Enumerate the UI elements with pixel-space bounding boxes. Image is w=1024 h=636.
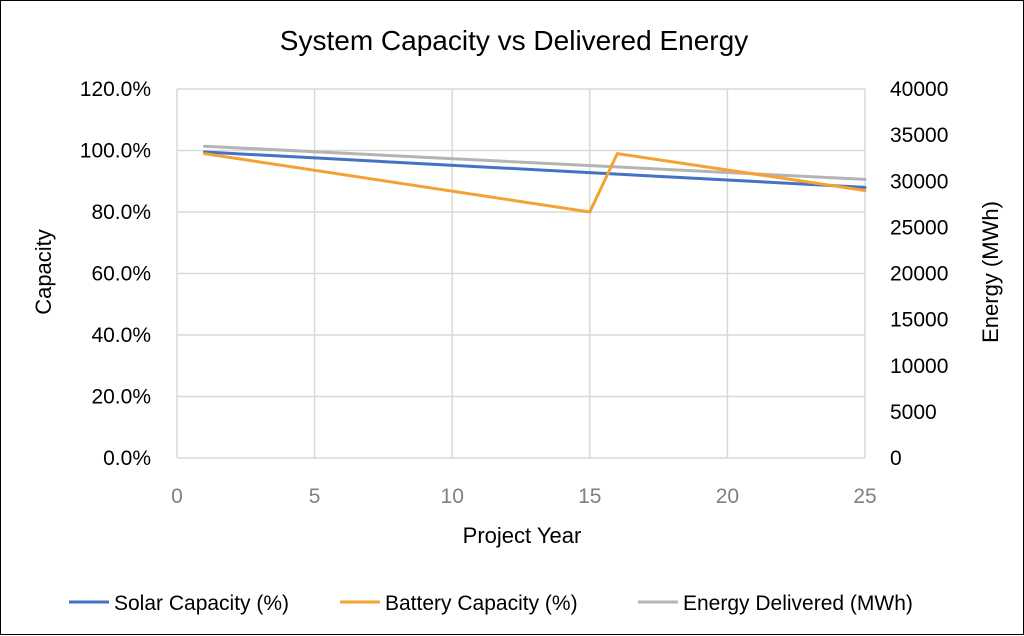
- legend-label: Energy Delivered (MWh): [683, 592, 913, 615]
- x-axis-title: Project Year: [463, 523, 582, 548]
- right-tick-label: 0: [890, 447, 902, 470]
- left-tick-label: 60.0%: [91, 263, 151, 286]
- series-lines: [203, 144, 867, 214]
- right-tick-label: 20000: [890, 263, 948, 286]
- x-tick-label: 20: [716, 485, 739, 508]
- legend-item: Battery Capacity (%): [340, 592, 578, 615]
- right-axis-ticks: 0 5000 10000 15000 20000 25000 30000 35000 40000: [890, 78, 948, 470]
- left-axis-ticks: 0.0% 20.0% 40.0% 60.0% 80.0% 100.0% 120.0%: [80, 78, 151, 470]
- right-tick-label: 15000: [890, 309, 948, 332]
- right-tick-label: 40000: [890, 78, 948, 101]
- legend-label: Solar Capacity (%): [114, 592, 289, 615]
- legend: Solar Capacity (%) Battery Capacity (%) En…: [69, 592, 913, 615]
- x-axis-ticks: 0 5 10 15 20 25: [171, 485, 877, 508]
- left-tick-label: 120.0%: [80, 78, 151, 101]
- right-tick-label: 25000: [890, 216, 948, 239]
- x-tick-label: 0: [171, 485, 183, 508]
- right-tick-label: 10000: [890, 355, 948, 378]
- chart-title: System Capacity vs Delivered Energy: [280, 25, 748, 56]
- legend-item: Energy Delivered (MWh): [638, 592, 913, 615]
- legend-item: Solar Capacity (%): [69, 592, 289, 615]
- x-tick-label: 10: [441, 485, 464, 508]
- x-tick-label: 5: [309, 485, 321, 508]
- left-tick-label: 0.0%: [103, 447, 151, 470]
- right-tick-label: 30000: [890, 170, 948, 193]
- right-tick-label: 35000: [890, 124, 948, 147]
- legend-label: Battery Capacity (%): [385, 592, 578, 615]
- right-axis-title: Energy (MWh): [978, 201, 1003, 343]
- right-tick-label: 5000: [890, 401, 937, 424]
- left-tick-label: 100.0%: [80, 140, 151, 163]
- left-tick-label: 80.0%: [91, 201, 151, 224]
- x-tick-label: 25: [853, 485, 876, 508]
- grid-lines: [176, 88, 866, 459]
- left-axis-title: Capacity: [31, 229, 56, 315]
- left-tick-label: 20.0%: [91, 386, 151, 409]
- series-line-0: [203, 150, 867, 189]
- series-line-1: [203, 152, 867, 214]
- x-tick-label: 15: [578, 485, 601, 508]
- left-tick-label: 40.0%: [91, 324, 151, 347]
